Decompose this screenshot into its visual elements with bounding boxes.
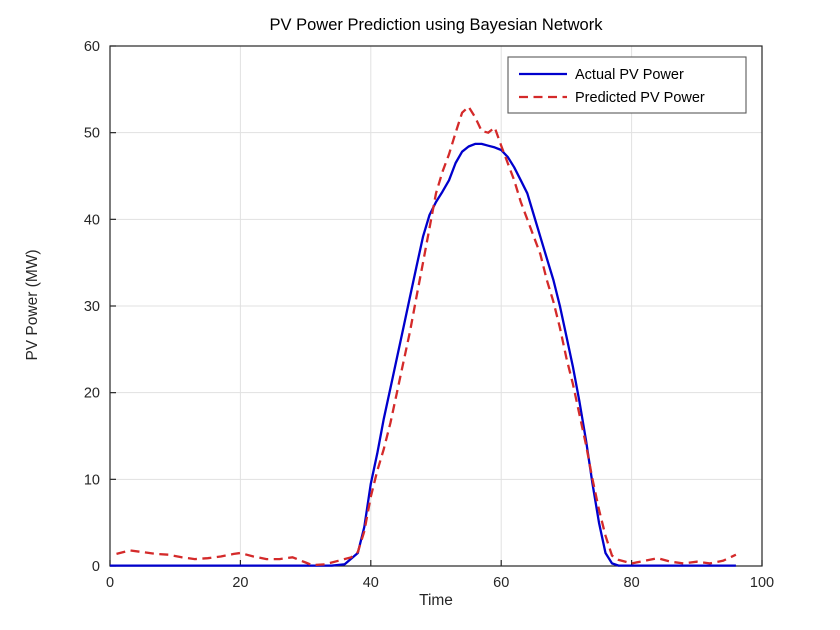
chart-title: PV Power Prediction using Bayesian Netwo…	[269, 16, 603, 34]
series-line-actual	[110, 142, 736, 567]
x-tick-label: 0	[106, 575, 114, 591]
x-tick-label: 80	[624, 575, 640, 591]
legend-label: Actual PV Power	[575, 67, 684, 83]
y-tick-label: 50	[84, 126, 100, 142]
y-tick-label: 60	[84, 39, 100, 55]
x-tick-label: 60	[493, 575, 509, 591]
x-axis-label: Time	[419, 592, 453, 609]
legend-label: Predicted PV Power	[575, 90, 705, 106]
legend-box	[507, 56, 747, 114]
y-tick-label: 10	[84, 472, 100, 488]
y-tick-label: 0	[92, 559, 100, 575]
series-line-predicted	[116, 105, 737, 567]
x-tick-label: 100	[750, 575, 774, 591]
y-tick-label: 20	[84, 386, 100, 402]
x-tick-label: 40	[363, 575, 379, 591]
x-tick-label: 20	[232, 575, 248, 591]
y-tick-label: 30	[84, 299, 100, 315]
y-tick-label: 40	[84, 212, 100, 228]
